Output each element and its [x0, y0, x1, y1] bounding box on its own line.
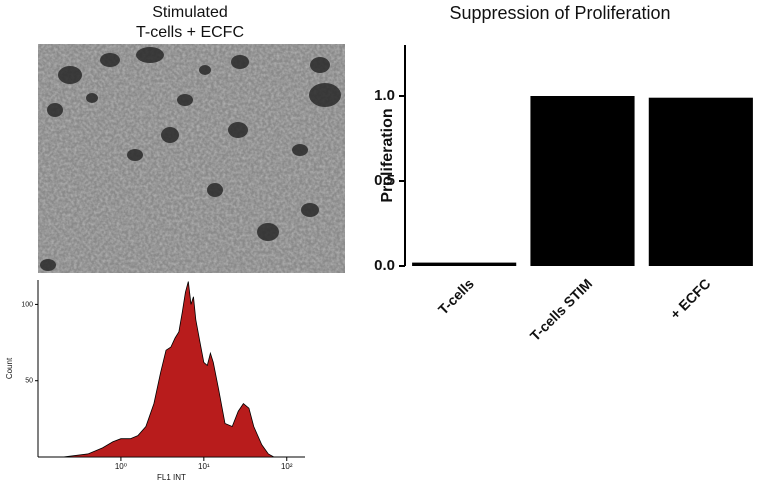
x-tick-label: 10⁰	[115, 462, 127, 471]
histogram-area	[62, 281, 275, 458]
y-tick-label: 1.0	[374, 87, 395, 104]
image-title: T-cells + ECFC	[136, 24, 244, 41]
x-tick-label: 10²	[281, 462, 293, 471]
y-axis-label: Count	[5, 357, 14, 379]
micrograph	[38, 44, 345, 273]
bar	[412, 262, 517, 266]
y-axis-label: Proliferation	[379, 108, 396, 202]
y-tick-label: 50	[25, 378, 33, 385]
x-tick-label: + ECFC	[667, 275, 714, 322]
y-tick-label: 100	[21, 301, 33, 308]
bar	[530, 96, 635, 266]
y-tick-label: 0.5	[374, 172, 395, 189]
image-title: Stimulated	[152, 4, 228, 21]
x-tick-label: T-cells	[435, 275, 477, 317]
y-tick-label: 0.0	[374, 257, 395, 274]
bar	[648, 97, 753, 266]
x-axis-label: FL1 INT	[157, 473, 186, 482]
chart-title: Suppression of Proliferation	[449, 3, 670, 23]
x-tick-label: T-cells STIM	[527, 275, 596, 344]
x-tick-label: 10¹	[198, 462, 210, 471]
